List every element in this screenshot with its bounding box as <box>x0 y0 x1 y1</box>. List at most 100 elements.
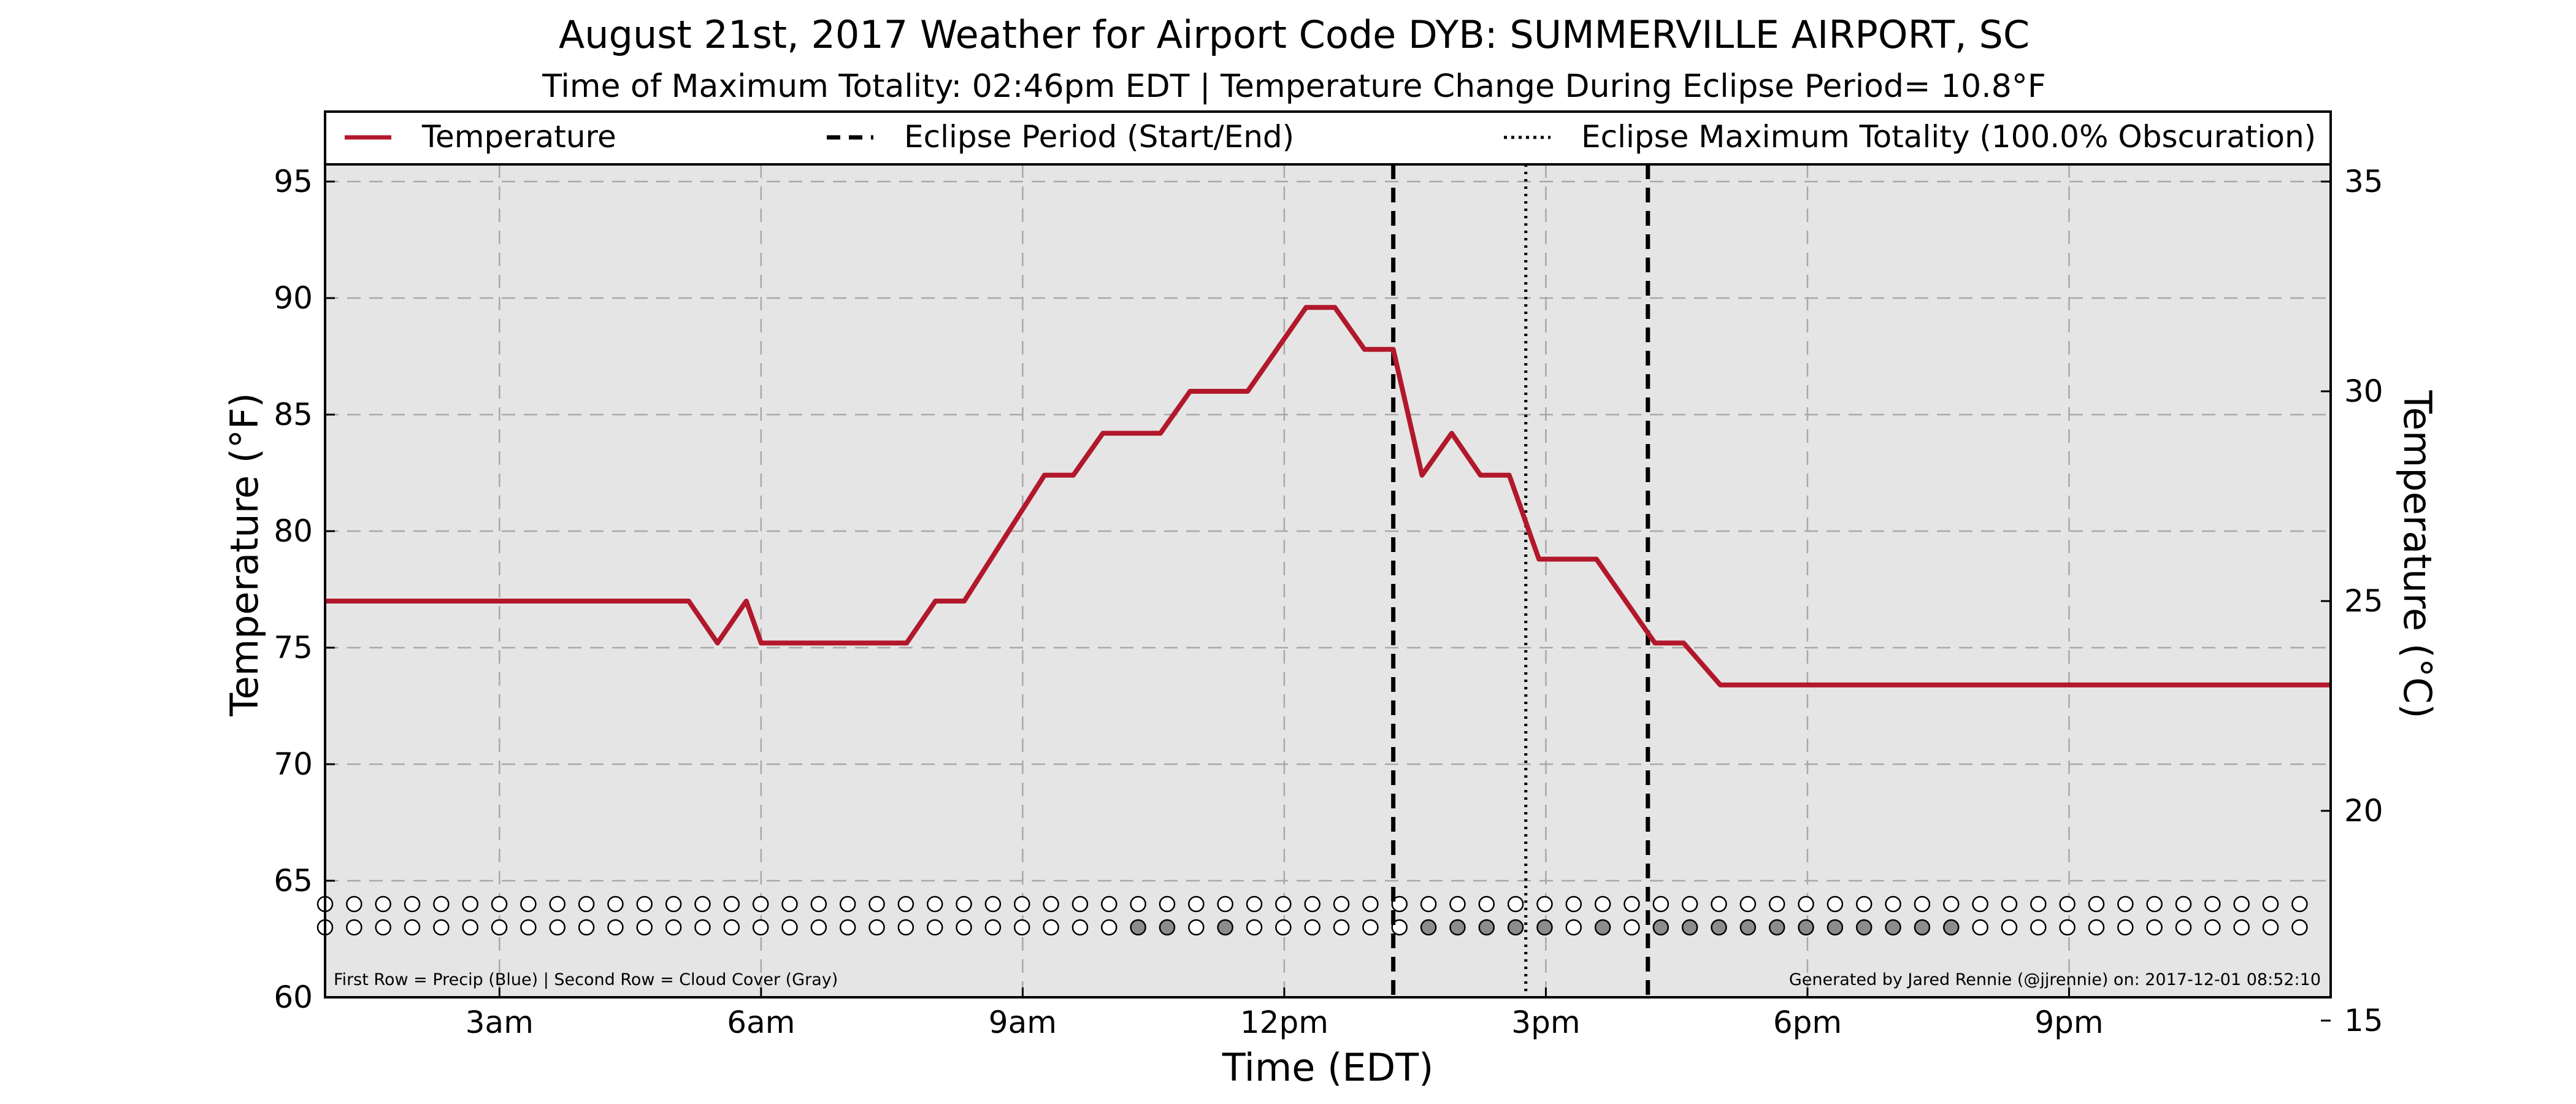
cloud-cover-marker <box>636 919 653 936</box>
cloud-cover-marker <box>1101 919 1117 936</box>
cloud-cover-marker <box>1071 919 1089 936</box>
cloud-cover-marker <box>2001 919 2018 936</box>
cloud-cover-marker <box>2175 919 2192 936</box>
chart-subtitle: Time of Maximum Totality: 02:46pm EDT | … <box>542 68 2046 105</box>
cloud-cover-marker <box>375 919 391 936</box>
cloud-cover-marker <box>491 919 508 936</box>
precip-marker <box>607 895 624 913</box>
y-tick-label-right: 20 <box>2344 793 2383 829</box>
cloud-cover-marker <box>2204 919 2221 936</box>
precip-marker <box>2175 895 2192 913</box>
precip-marker <box>1246 895 1263 913</box>
cloud-cover-marker <box>2262 919 2279 936</box>
precip-marker <box>1536 895 1553 913</box>
cloud-cover-marker <box>2117 919 2134 936</box>
precip-marker <box>1101 895 1117 913</box>
cloud-cover-marker <box>520 919 537 936</box>
y-tick-label-left: 60 <box>274 979 313 1015</box>
cloud-cover-marker <box>1739 919 1757 936</box>
precip-marker <box>2146 895 2163 913</box>
temperature-line <box>325 305 2331 688</box>
cloud-cover-marker <box>984 919 1002 936</box>
cloud-cover-marker <box>1914 919 1931 936</box>
precip-marker <box>1217 895 1233 913</box>
y-tick-label-left: 85 <box>274 397 313 432</box>
cloud-cover-marker <box>1885 919 1901 936</box>
y-tick-label-right: 25 <box>2344 583 2383 619</box>
cloud-cover-marker <box>1275 919 1292 936</box>
y-tick-label-left: 80 <box>274 513 313 549</box>
precip-marker <box>578 895 595 913</box>
precip-marker <box>1827 895 1844 913</box>
precip-marker <box>752 895 769 913</box>
precip-marker <box>1885 895 1901 913</box>
cloud-cover-marker <box>1536 919 1553 936</box>
cloud-cover-marker <box>1943 919 1960 936</box>
precip-marker <box>1333 895 1350 913</box>
x-tick-label: 9am <box>989 1005 1057 1040</box>
x-tick-label: 6pm <box>1773 1005 1842 1040</box>
cloud-cover-marker <box>868 919 885 936</box>
x-tick-label: 6am <box>727 1005 795 1040</box>
x-tick-label: 12pm <box>1240 1005 1328 1040</box>
cloud-cover-marker <box>839 919 856 936</box>
cloud-cover-marker <box>2291 919 2308 936</box>
precip-marker <box>2117 895 2134 913</box>
x-axis-label: Time (EDT) <box>1222 1045 1434 1090</box>
precip-marker <box>1362 895 1379 913</box>
precip-marker <box>926 895 943 913</box>
precip-marker <box>1420 895 1437 913</box>
precip-marker <box>1623 895 1640 913</box>
precip-marker <box>956 895 972 913</box>
precip-marker <box>2233 895 2250 913</box>
precip-marker <box>810 895 827 913</box>
precip-marker <box>1159 895 1176 913</box>
y-tick-label-right: 15 <box>2344 1003 2383 1038</box>
precip-marker <box>1972 895 1988 913</box>
legend-eclipse-max-label: Eclipse Maximum Totality (100.0% Obscura… <box>1581 119 2316 155</box>
precip-marker <box>1943 895 1960 913</box>
y-tick-label-left: 90 <box>274 280 313 316</box>
cloud-cover-marker <box>956 919 972 936</box>
precip-marker <box>1043 895 1059 913</box>
cloud-cover-marker <box>404 919 421 936</box>
cloud-cover-marker <box>1652 919 1669 936</box>
cloud-cover-marker <box>1594 919 1611 936</box>
precip-marker <box>2030 895 2047 913</box>
precip-marker <box>868 895 885 913</box>
precip-marker <box>1914 895 1931 913</box>
legend-box <box>324 110 2332 166</box>
symbol-rows <box>316 895 2308 936</box>
axis-ticks: 3am 6am 9am 12pm 3pm 6pm 9pm 60 65 70 75 80 85 90 95 15… <box>274 112 2383 1040</box>
eclipse-lines <box>1391 164 1650 997</box>
cloud-cover-marker <box>1159 919 1176 936</box>
precip-marker <box>1449 895 1466 913</box>
precip-marker <box>1855 895 1873 913</box>
cloud-cover-marker <box>1478 919 1495 936</box>
precip-marker <box>1768 895 1785 913</box>
legend: Temperature Eclipse Period (Start/End) E… <box>324 110 2332 166</box>
cloud-cover-marker <box>1507 919 1524 936</box>
cloud-cover-marker <box>1855 919 1873 936</box>
cloud-cover-marker <box>694 919 711 936</box>
cloud-cover-marker <box>1768 919 1785 936</box>
precip-marker <box>491 895 508 913</box>
cloud-cover-marker <box>2233 919 2250 936</box>
cloud-cover-marker <box>1014 919 1030 936</box>
cloud-cover-marker <box>346 919 362 936</box>
precip-marker <box>1130 895 1146 913</box>
temperature-series <box>325 305 2331 688</box>
cloud-cover-marker <box>897 919 914 936</box>
precip-marker <box>2291 895 2308 913</box>
cloud-cover-marker <box>2059 919 2076 936</box>
cloud-cover-marker <box>926 919 943 936</box>
cloud-cover-marker <box>1972 919 1988 936</box>
cloud-cover-marker <box>462 919 478 936</box>
chart-title: August 21st, 2017 Weather for Airport Co… <box>559 12 2030 57</box>
cloud-cover-marker <box>549 919 566 936</box>
cloud-cover-marker <box>1565 919 1582 936</box>
cloud-cover-marker <box>1217 919 1233 936</box>
legend-temperature-label: Temperature <box>421 119 616 155</box>
precip-marker <box>839 895 856 913</box>
precip-marker <box>1188 895 1205 913</box>
